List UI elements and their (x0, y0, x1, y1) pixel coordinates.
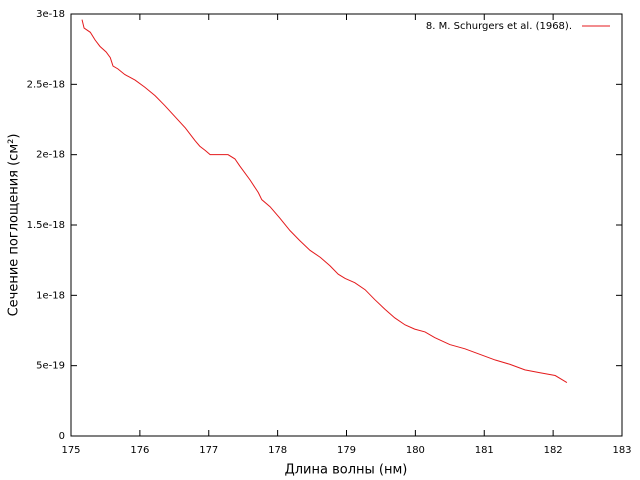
y-axis-label: Сечение поглощения (см²) (7, 134, 22, 317)
data-line (81, 19, 568, 383)
x-tick-label: 182 (544, 445, 563, 456)
y-tick-label: 2e-18 (36, 150, 65, 161)
x-tick-label: 180 (406, 445, 425, 456)
x-tick-label: 179 (337, 445, 356, 456)
x-tick-label: 175 (61, 445, 80, 456)
x-tick-label: 183 (612, 445, 631, 456)
legend-label: 8. M. Schurgers et al. (1968). (426, 21, 572, 32)
x-tick-label: 181 (475, 445, 494, 456)
x-axis-label: Длина волны (нм) (285, 463, 408, 478)
y-tick-label: 3e-18 (36, 9, 65, 20)
x-tick-label: 177 (199, 445, 218, 456)
y-tick-label: 1e-18 (36, 290, 65, 301)
x-tick-label: 178 (268, 445, 287, 456)
y-tick-label: 1.5e-18 (27, 220, 65, 231)
y-tick-label: 2.5e-18 (27, 79, 65, 90)
x-tick-label: 176 (130, 445, 149, 456)
y-tick-label: 5e-19 (36, 361, 65, 372)
y-tick-label: 0 (59, 431, 65, 442)
